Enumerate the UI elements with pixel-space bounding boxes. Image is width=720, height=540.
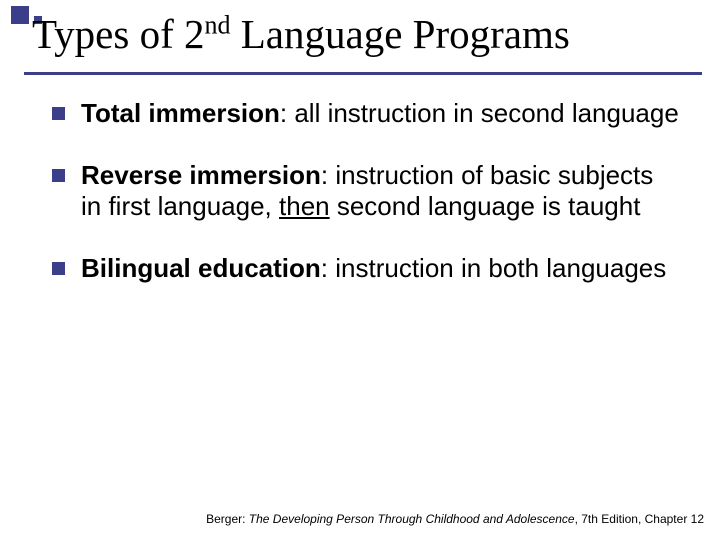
term: Total immersion	[81, 98, 280, 128]
definition-a: : instruction in both languages	[321, 253, 666, 283]
citation-footer: Berger: The Developing Person Through Ch…	[16, 512, 704, 526]
slide-title: Types of 2nd Language Programs	[32, 11, 570, 57]
square-bullet-icon	[52, 169, 65, 182]
title-underline-rule	[24, 72, 702, 75]
list-item: Bilingual education: instruction in both…	[52, 253, 680, 285]
list-item-text: Total immersion: all instruction in seco…	[81, 98, 679, 130]
title-text-pre: Types of 2	[32, 11, 205, 57]
list-item: Reverse immersion: instruction of basic …	[52, 160, 680, 223]
list-item: Total immersion: all instruction in seco…	[52, 98, 680, 130]
slide: Types of 2nd Language Programs Total imm…	[0, 0, 720, 540]
title-text-post: Language Programs	[231, 11, 570, 57]
definition-underline: then	[279, 191, 330, 221]
title-container: Types of 2nd Language Programs	[32, 10, 700, 58]
decor-square-large	[11, 6, 29, 24]
square-bullet-icon	[52, 107, 65, 120]
citation-title: The Developing Person Through Childhood …	[249, 512, 575, 526]
title-superscript: nd	[205, 10, 231, 39]
list-item-text: Reverse immersion: instruction of basic …	[81, 160, 680, 223]
square-bullet-icon	[52, 262, 65, 275]
term: Bilingual education	[81, 253, 321, 283]
list-item-text: Bilingual education: instruction in both…	[81, 253, 666, 285]
definition-a: : all instruction in second language	[280, 98, 679, 128]
citation-lead: Berger:	[206, 512, 249, 526]
term: Reverse immersion	[81, 160, 321, 190]
bullet-list: Total immersion: all instruction in seco…	[52, 98, 680, 315]
citation-tail: , 7th Edition, Chapter 12	[575, 512, 704, 526]
definition-b: second language is taught	[330, 191, 641, 221]
